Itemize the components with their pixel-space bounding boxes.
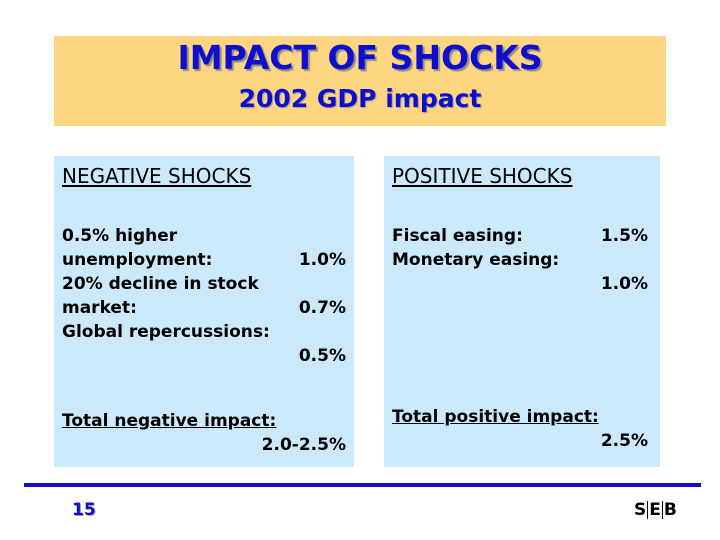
page-number: 15 <box>72 500 96 520</box>
negative-item-unemployment: 0.5% higher unemployment: 1.0% <box>62 224 346 272</box>
title-banner: IMPACT OF SHOCKS 2002 GDP impact <box>54 36 666 126</box>
total-value: 2.5% <box>600 431 648 451</box>
item-label: Fiscal easing: <box>392 226 523 246</box>
logo-letter: S <box>634 500 647 520</box>
positive-shocks-heading: POSITIVE SHOCKS <box>392 164 573 188</box>
total-label: Total positive impact: <box>392 407 599 427</box>
negative-item-stock-market: 20% decline in stock market: 0.7% <box>62 272 346 320</box>
slide-subtitle: 2002 GDP impact <box>238 84 482 113</box>
item-label: 20% decline in stock <box>62 274 259 294</box>
item-value: 0.7% <box>298 298 346 318</box>
negative-shocks-heading: NEGATIVE SHOCKS <box>62 164 252 188</box>
item-value: 1.5% <box>600 226 648 246</box>
footer-divider <box>24 483 701 487</box>
total-label: Total negative impact: <box>62 411 277 431</box>
logo-separator <box>647 501 649 519</box>
item-value: 0.5% <box>298 346 346 366</box>
negative-shocks-panel: NEGATIVE SHOCKS 0.5% higher unemployment… <box>54 156 354 467</box>
negative-shocks-list: 0.5% higher unemployment: 1.0% 20% decli… <box>62 224 346 368</box>
positive-shocks-list: Fiscal easing: 1.5% Monetary easing: 1.0… <box>392 224 648 296</box>
item-value: 1.0% <box>298 250 346 270</box>
positive-item-fiscal: Fiscal easing: 1.5% <box>392 224 648 248</box>
total-value: 2.0-2.5% <box>261 435 346 455</box>
positive-shocks-panel: POSITIVE SHOCKS Fiscal easing: 1.5% Mone… <box>384 156 660 467</box>
item-label: 0.5% higher <box>62 226 178 246</box>
logo-separator <box>661 501 663 519</box>
positive-item-monetary: Monetary easing: 1.0% <box>392 248 648 296</box>
item-value: 1.0% <box>600 274 648 294</box>
item-label: Monetary easing: <box>392 250 560 270</box>
negative-item-global: Global repercussions: 0.5% <box>62 320 346 368</box>
item-label: market: <box>62 298 137 318</box>
logo-letter: B <box>663 500 677 520</box>
logo-letter: E <box>649 500 661 520</box>
slide-title: IMPACT OF SHOCKS <box>177 38 543 77</box>
item-label: unemployment: <box>62 250 213 270</box>
positive-total: Total positive impact: 2.5% <box>392 405 648 453</box>
negative-total: Total negative impact: 2.0-2.5% <box>62 409 346 457</box>
seb-logo-icon: S E B <box>634 500 677 520</box>
item-label: Global repercussions: <box>62 322 270 342</box>
